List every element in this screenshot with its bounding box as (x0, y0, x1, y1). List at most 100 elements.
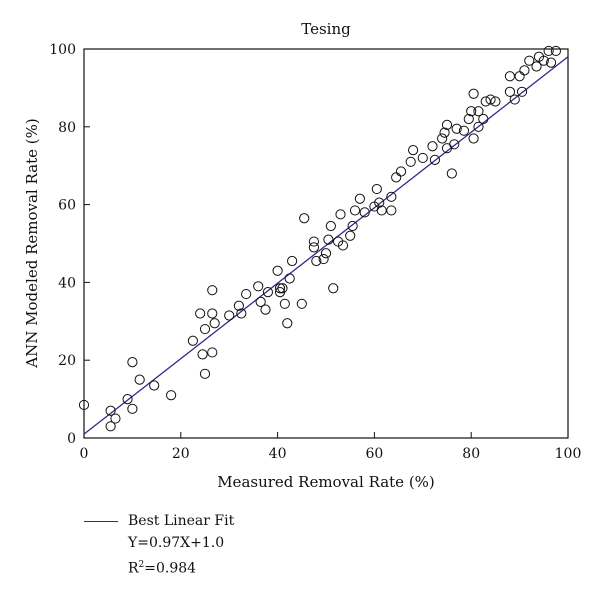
y-tick-label: 60 (58, 198, 76, 214)
legend-item-best-linear-fit: Best Linear Fit (84, 510, 234, 532)
data-point (395, 166, 407, 177)
chart-title: Tesing (301, 20, 351, 38)
x-tick-label: 40 (269, 446, 287, 462)
y-tick-label: 100 (49, 42, 76, 58)
x-axis-ticks: 0 20 40 60 80 100 (80, 432, 582, 462)
data-point (345, 230, 356, 241)
data-point (274, 283, 286, 294)
y-tick-label: 20 (58, 353, 76, 369)
data-point (359, 207, 370, 218)
data-point (187, 335, 198, 346)
data-point (405, 156, 416, 167)
r-squared: R2=0.984 (128, 554, 234, 580)
data-point (308, 236, 319, 247)
fit-equation: Y=0.97X+1.0 (128, 535, 225, 551)
data-point (531, 61, 542, 72)
data-point (318, 253, 329, 265)
data-point (199, 368, 211, 379)
data-point (391, 172, 402, 183)
data-marks (78, 45, 569, 435)
data-point (354, 193, 365, 204)
data-point (197, 349, 208, 360)
data-point (335, 209, 346, 220)
data-point (78, 399, 90, 411)
plot-area-frame (83, 48, 569, 439)
data-point (349, 205, 361, 216)
y-axis-label: ANN Modeled Removal Rate (%) (23, 118, 41, 368)
r-squared-value: =0.984 (144, 560, 197, 577)
data-point (347, 220, 358, 232)
data-point (207, 308, 218, 319)
data-point (195, 308, 206, 319)
data-point (439, 127, 450, 138)
data-point (262, 287, 274, 298)
data-point (279, 298, 290, 309)
data-point (299, 213, 310, 224)
data-point (376, 205, 387, 216)
data-point (468, 88, 479, 99)
data-point (127, 403, 138, 414)
data-point (233, 300, 244, 311)
x-tick-label: 100 (555, 446, 582, 462)
data-point (272, 265, 283, 276)
data-point (519, 65, 530, 76)
x-tick-label: 60 (365, 446, 383, 462)
x-tick-label: 80 (462, 446, 480, 462)
data-point (374, 197, 385, 208)
data-point (166, 390, 177, 401)
data-point (458, 125, 470, 136)
data-point (337, 240, 349, 251)
data-point (253, 281, 264, 292)
data-point (122, 394, 133, 405)
data-point (543, 45, 554, 57)
data-point (224, 310, 235, 321)
data-point (236, 308, 247, 319)
data-point (408, 145, 419, 156)
data-point (284, 273, 295, 284)
y-tick-label: 0 (67, 431, 76, 447)
data-point (209, 318, 220, 329)
data-point (441, 119, 453, 130)
data-point (466, 106, 477, 117)
legend: Best Linear Fit Y=0.97X+1.0 R2=0.984 (84, 510, 234, 580)
data-point (311, 255, 322, 267)
data-point (545, 57, 557, 68)
data-point (427, 141, 438, 152)
data-point (417, 152, 428, 164)
data-point (550, 45, 562, 57)
x-axis-label: Measured Removal Rate (%) (217, 473, 435, 491)
x-tick-label: 20 (172, 446, 190, 462)
data-point (149, 380, 160, 391)
data-point (449, 139, 460, 150)
data-point (207, 285, 218, 296)
data-point (504, 71, 516, 82)
y-tick-label: 40 (58, 275, 76, 291)
data-point (468, 133, 479, 144)
data-point (325, 220, 336, 232)
data-point (308, 242, 319, 253)
data-point (241, 288, 252, 300)
data-point (287, 255, 298, 267)
data-point (490, 96, 501, 107)
r-squared-symbol: R (128, 560, 139, 577)
data-point (110, 413, 121, 424)
data-point (446, 168, 457, 179)
data-point (134, 374, 145, 385)
data-point (386, 205, 397, 216)
data-point (296, 298, 307, 309)
data-point (504, 86, 516, 97)
data-point (478, 113, 489, 125)
data-point (429, 154, 440, 165)
data-point (260, 304, 271, 315)
data-point (105, 405, 116, 416)
data-point (328, 283, 339, 294)
y-tick-label: 80 (58, 120, 76, 136)
legend-line-swatch (84, 520, 118, 522)
r-squared-exponent: 2 (138, 560, 145, 570)
data-point (320, 248, 332, 259)
x-tick-label: 0 (80, 446, 89, 462)
data-point (127, 357, 138, 368)
data-point (524, 55, 535, 66)
data-point (386, 191, 397, 202)
